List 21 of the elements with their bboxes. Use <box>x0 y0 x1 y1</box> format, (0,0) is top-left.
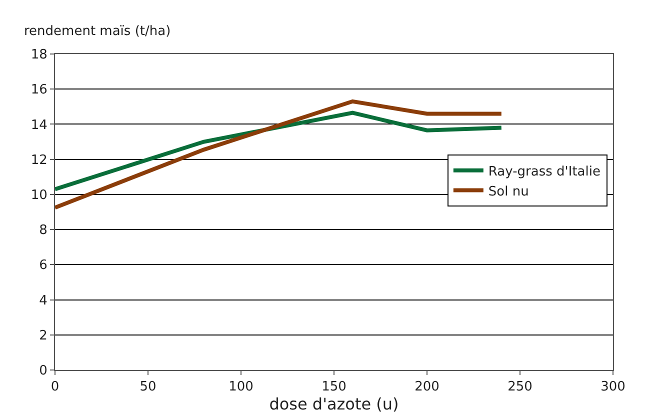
y-tick-label: 12 <box>30 152 48 168</box>
x-tick-label: 150 <box>322 380 346 395</box>
x-tick-label: 200 <box>414 380 440 395</box>
y-axis-title: rendement maïs (t/ha) <box>24 24 171 39</box>
y-tick-label: 16 <box>30 82 48 98</box>
y-tick-label: 6 <box>39 258 48 274</box>
x-tick-label: 300 <box>600 380 626 395</box>
y-tick-label: 8 <box>39 223 48 238</box>
y-tick-label: 10 <box>30 188 48 203</box>
y-tick-label: 4 <box>39 293 48 308</box>
y-tick-label: 18 <box>30 48 48 63</box>
legend-label: Sol nu <box>488 184 529 200</box>
x-axis-title: dose d'azote (u) <box>269 394 399 414</box>
y-tick-label: 0 <box>39 364 48 379</box>
x-tick-label: 100 <box>228 380 254 395</box>
legend-label: Ray-grass d'Italie <box>488 164 600 180</box>
x-tick-label: 50 <box>140 380 156 395</box>
x-tick-label: 0 <box>50 380 60 395</box>
y-tick-label: 14 <box>30 118 48 133</box>
y-tick-label: 2 <box>39 328 48 344</box>
x-tick-label: 250 <box>508 380 532 395</box>
